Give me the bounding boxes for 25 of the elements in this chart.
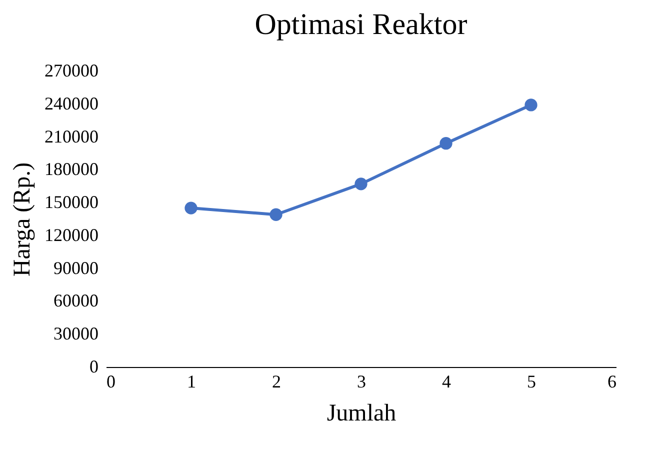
y-tick-label: 240000 <box>44 93 98 114</box>
x-tick-label: 3 <box>357 372 366 392</box>
y-tick-label: 0 <box>90 356 98 376</box>
x-tick-label: 2 <box>272 372 281 392</box>
x-tick-label: 6 <box>608 372 616 392</box>
y-tick-label: 210000 <box>44 126 98 146</box>
x-tick-label: 0 <box>106 372 116 392</box>
point <box>354 178 368 190</box>
y-tick-label: 120000 <box>44 224 98 245</box>
x-tick-label: 5 <box>527 372 536 392</box>
point <box>270 208 282 221</box>
y-tick-label: 150000 <box>44 192 98 212</box>
point <box>524 98 538 112</box>
y-tick-label: 90000 <box>54 258 98 278</box>
y-tick-label: 270000 <box>44 60 98 80</box>
y-tick-label: 30000 <box>54 324 98 344</box>
y-axis-title: Harga (Rp.) <box>10 162 36 277</box>
x-tick-label: 4 <box>442 372 451 392</box>
point <box>440 137 452 150</box>
x-axis-title: Jumlah <box>326 400 396 426</box>
x-tick-label: 1 <box>187 372 196 392</box>
point <box>184 202 198 214</box>
chart-title: Optimasi Reaktor <box>254 8 468 41</box>
y-tick-label: 60000 <box>54 290 98 311</box>
y-tick-label: 180000 <box>44 159 98 180</box>
